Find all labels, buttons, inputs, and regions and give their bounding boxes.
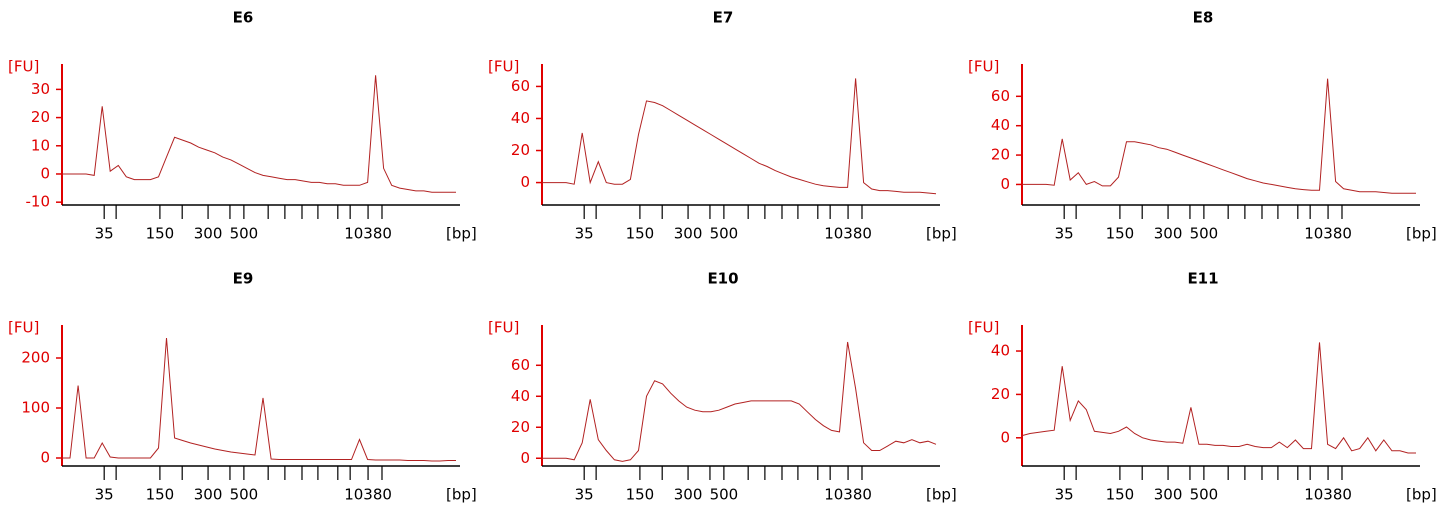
x-tick-label: 300 <box>1154 225 1183 243</box>
x-tick-label: 150 <box>146 225 175 243</box>
x-tick-label: 300 <box>194 225 223 243</box>
y-tick-label: 30 <box>31 80 50 98</box>
y-tick-label: 40 <box>511 109 530 127</box>
x-tick-label: 500 <box>710 486 739 504</box>
x-tick-label: 10380 <box>344 486 392 504</box>
x-tick-label: 500 <box>710 225 739 243</box>
x-tick-label: 10380 <box>1304 225 1352 243</box>
y-tick-label: 20 <box>511 141 530 159</box>
x-axis-label: [bp] <box>926 225 957 243</box>
x-tick-label: 300 <box>674 225 703 243</box>
y-tick-label: 0 <box>520 449 530 467</box>
x-tick-label: 35 <box>575 225 594 243</box>
trace <box>542 341 937 462</box>
trace <box>62 75 456 193</box>
x-axis-label: [bp] <box>446 486 477 504</box>
x-tick-label: 150 <box>1106 486 1135 504</box>
y-tick-label: 0 <box>520 173 530 191</box>
y-tick-label: 40 <box>991 116 1010 134</box>
chart-title: E8 <box>1193 9 1214 27</box>
x-tick-label: 300 <box>1154 486 1183 504</box>
x-tick-label: 150 <box>1106 225 1135 243</box>
y-tick-label: 100 <box>21 399 50 417</box>
x-tick-label: 10380 <box>824 486 872 504</box>
x-tick-label: 150 <box>626 225 655 243</box>
y-tick-label: 20 <box>31 108 50 126</box>
y-axis-label: [FU] <box>488 319 519 337</box>
y-tick-label: 20 <box>991 385 1010 403</box>
trace <box>1022 78 1416 194</box>
chart-title: E11 <box>1187 270 1218 288</box>
y-tick-label: 0 <box>1000 175 1010 193</box>
x-tick-label: 500 <box>1190 486 1219 504</box>
x-tick-label: 300 <box>194 486 223 504</box>
x-axis-label: [bp] <box>926 486 957 504</box>
trace <box>542 78 937 195</box>
x-tick-label: 35 <box>575 486 594 504</box>
y-axis-label: [FU] <box>488 58 519 76</box>
x-tick-label: 10380 <box>824 225 872 243</box>
y-tick-label: 0 <box>40 164 50 182</box>
x-axis-label: [bp] <box>446 225 477 243</box>
x-tick-label: 150 <box>146 486 175 504</box>
x-tick-label: 10380 <box>1304 486 1352 504</box>
x-tick-label: 300 <box>674 486 703 504</box>
y-axis-label: [FU] <box>968 319 999 337</box>
x-tick-label: 35 <box>95 225 114 243</box>
y-tick-label: 60 <box>991 87 1010 105</box>
y-tick-label: 0 <box>40 449 50 467</box>
y-tick-label: 40 <box>991 342 1010 360</box>
y-tick-label: -10 <box>26 193 51 211</box>
chart-title: E7 <box>713 9 734 27</box>
x-tick-label: 35 <box>1055 225 1074 243</box>
y-tick-label: 200 <box>21 349 50 367</box>
x-tick-label: 35 <box>1055 486 1074 504</box>
y-tick-label: 60 <box>511 356 530 374</box>
y-tick-label: 20 <box>511 418 530 436</box>
x-axis-label: [bp] <box>1406 225 1437 243</box>
x-axis-label: [bp] <box>1406 486 1437 504</box>
y-axis-label: [FU] <box>8 58 39 76</box>
chart-title: E9 <box>233 270 254 288</box>
trace <box>1021 342 1416 454</box>
y-tick-label: 10 <box>31 136 50 154</box>
y-tick-label: 60 <box>511 77 530 95</box>
y-axis-label: [FU] <box>8 319 39 337</box>
x-tick-label: 500 <box>230 225 259 243</box>
trace <box>62 337 456 462</box>
x-tick-label: 10380 <box>344 225 392 243</box>
x-tick-label: 35 <box>95 486 114 504</box>
x-tick-label: 500 <box>230 486 259 504</box>
chart-title: E10 <box>707 270 738 288</box>
x-tick-label: 500 <box>1190 225 1219 243</box>
y-tick-label: 20 <box>991 146 1010 164</box>
y-tick-label: 0 <box>1000 428 1010 446</box>
chart-title: E6 <box>233 9 254 27</box>
x-tick-label: 150 <box>626 486 655 504</box>
y-axis-label: [FU] <box>968 58 999 76</box>
y-tick-label: 40 <box>511 387 530 405</box>
